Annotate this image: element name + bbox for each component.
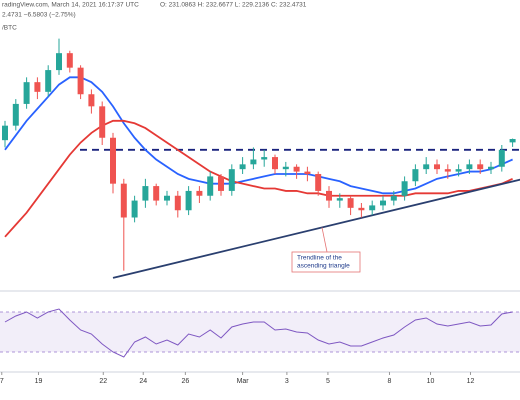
candle-body — [77, 67, 84, 95]
candle-body — [304, 171, 311, 174]
candle-body — [488, 166, 494, 170]
candle-body — [358, 207, 365, 211]
candle-body — [45, 70, 52, 92]
candle-body — [250, 159, 257, 165]
candle-body — [12, 103, 19, 126]
candle-body — [185, 190, 192, 211]
annotation-pointer — [321, 227, 328, 253]
annotation-text: ascending triangle — [297, 263, 350, 270]
trendline — [112, 178, 520, 279]
candle-body — [336, 198, 343, 201]
candle-body — [315, 174, 322, 191]
candle-body — [142, 186, 149, 201]
x-tick-label: 3 — [285, 378, 289, 385]
candle-body — [347, 198, 354, 208]
candle-body — [293, 166, 300, 172]
x-tick-label: 12 — [467, 378, 475, 385]
candle-body — [477, 164, 484, 170]
candle-body — [120, 183, 127, 218]
candle-body — [56, 53, 62, 71]
rsi-band — [0, 312, 520, 352]
header-ohlc: O: 231.0863 H: 232.6677 L: 229.2136 C: 2… — [160, 2, 307, 9]
candle-body — [412, 169, 419, 182]
x-tick-label: 10 — [427, 378, 435, 385]
header-change: 2.4731 −6.5803 (−2.75%) — [2, 12, 76, 19]
candle-body — [423, 164, 430, 170]
x-tick-label: 5 — [326, 378, 330, 385]
candle-body — [434, 164, 440, 170]
x-tick-label: Mar — [237, 378, 250, 385]
annotation-text: Trendline of the — [297, 255, 342, 262]
candle-body — [88, 94, 95, 107]
candle-body — [509, 139, 516, 143]
candle-body — [498, 149, 505, 167]
candle-body — [401, 181, 408, 196]
x-tick-label: 26 — [181, 378, 189, 385]
x-tick-label: 19 — [35, 378, 43, 385]
candle-body — [174, 195, 181, 211]
x-tick-label: 22 — [99, 378, 107, 385]
header-symbol: /BTC — [2, 25, 17, 32]
candle-body — [228, 169, 235, 191]
moving-average — [4, 119, 513, 238]
candle-body — [326, 190, 332, 201]
candle-body — [34, 82, 41, 92]
candle-body — [66, 53, 73, 68]
candle-body — [207, 176, 214, 196]
x-tick-label: 8 — [388, 378, 392, 385]
annotation-box — [291, 251, 361, 273]
candle-body — [455, 169, 462, 172]
candle-body — [218, 176, 224, 191]
candle-body — [369, 205, 376, 211]
candle-body — [23, 82, 30, 104]
candle-body — [261, 157, 268, 160]
candle-body — [110, 137, 116, 184]
candle-body — [272, 157, 278, 170]
moving-average — [4, 76, 513, 195]
x-tick-label: 24 — [139, 378, 147, 385]
candle-body — [153, 186, 160, 201]
candle-body — [99, 106, 106, 138]
candle-body — [466, 164, 473, 170]
candle-body — [390, 195, 397, 201]
x-tick-label: 7 — [0, 378, 4, 385]
candle-body — [282, 166, 289, 170]
candle-body — [380, 200, 386, 206]
header-source: radingView.com, March 14, 2021 16:17:37 … — [2, 2, 139, 9]
candle-body — [164, 195, 170, 201]
candle-body — [131, 200, 138, 218]
candle-body — [2, 125, 8, 141]
candle-body — [196, 190, 203, 196]
candle-body — [239, 164, 246, 170]
rsi-line — [4, 308, 513, 358]
candle-body — [444, 169, 451, 172]
